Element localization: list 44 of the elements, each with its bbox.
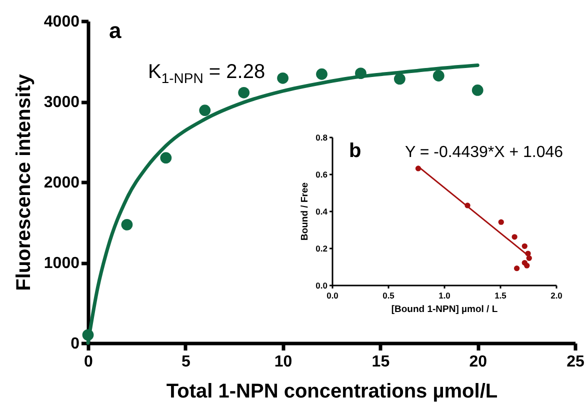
point (238, 86, 250, 98)
point (121, 218, 133, 230)
y-tick-label: 0 (70, 336, 80, 352)
y-tick-label: 0.4 (316, 206, 328, 216)
x-tick-label: 1.5 (494, 290, 507, 300)
x-tick-label: 25 (566, 354, 584, 370)
point (498, 219, 504, 225)
point (524, 262, 530, 268)
y-axis-title: Bound / Free (300, 182, 311, 241)
y-tick-label: 2000 (44, 174, 80, 192)
point (514, 266, 520, 272)
point (160, 152, 172, 164)
x-tick-label: 10 (274, 354, 292, 370)
annotation: b (349, 140, 362, 162)
x-tick-label: 0.0 (326, 290, 339, 300)
point (394, 73, 406, 85)
point (199, 104, 211, 116)
x-tick-label: 5 (181, 354, 190, 370)
annotation: a (109, 18, 122, 43)
annotation: K$_{1-NPN}$ = 2.28 (148, 61, 266, 86)
point (277, 72, 288, 84)
x-tick-label: 20 (469, 354, 488, 370)
annotation: Y = -0.4439*X + 1.046 (405, 144, 564, 161)
x-axis-title: Total 1-NPN concentrations µmol/L (166, 380, 498, 402)
point (512, 234, 518, 240)
x-tick-label: 0.5 (382, 290, 395, 300)
y-tick-label: 3000 (44, 94, 80, 111)
point (522, 243, 528, 249)
point (316, 68, 328, 80)
y-tick-label: 4000 (44, 14, 80, 30)
y-axis-title: Fluorescence intensity (12, 73, 35, 291)
point (472, 84, 484, 96)
y-tick-label: 0.2 (316, 244, 328, 254)
y-tick-label: 0.0 (316, 280, 328, 290)
x-tick-label: 0 (84, 354, 94, 370)
y-tick-label: 0.8 (316, 132, 328, 142)
x-tick-label: 2.0 (550, 290, 563, 300)
point (526, 255, 532, 261)
x-tick-label: 1.0 (438, 290, 451, 300)
y-tick-label: 1000 (44, 255, 80, 272)
x-tick-label: 15 (372, 354, 390, 370)
x-axis-title: [Bound 1-NPN] µmol / L (391, 304, 498, 315)
y-tick-label: 0.6 (316, 170, 328, 180)
point (432, 70, 444, 82)
